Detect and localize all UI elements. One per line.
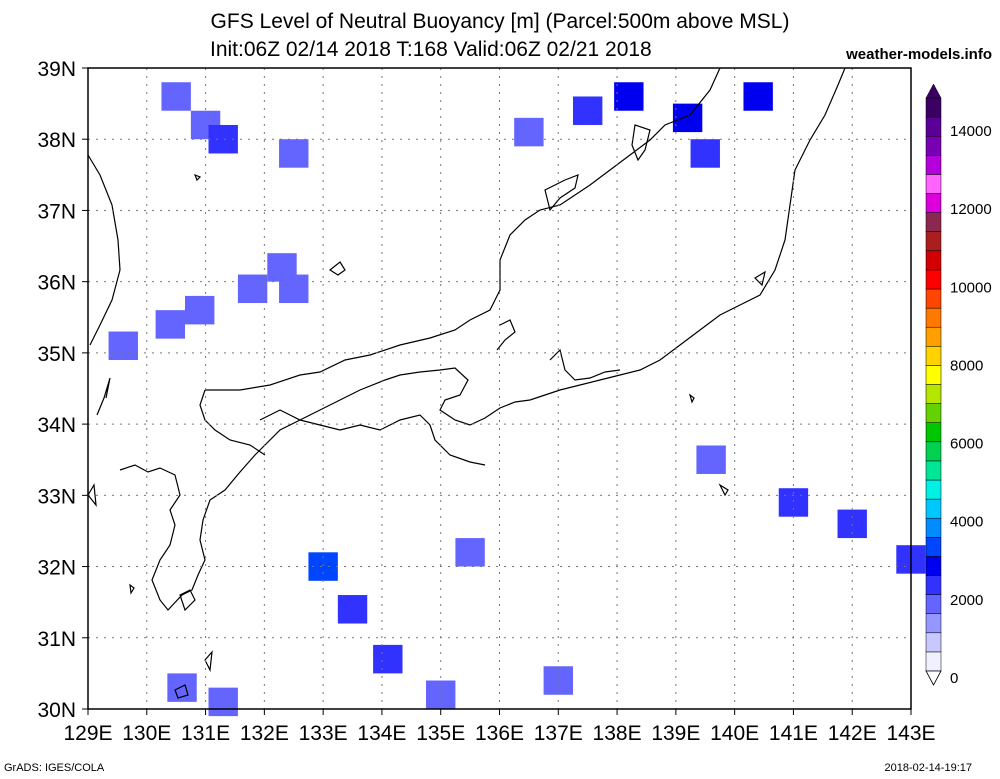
field-cell-6 — [237, 274, 268, 304]
field-cell-14 — [690, 139, 720, 168]
field-cell-5 — [279, 274, 309, 304]
colorbar-max-arrow — [925, 83, 942, 99]
colorbar-swatch — [925, 212, 942, 232]
colorbar-min-arrow — [925, 670, 942, 686]
field-cell-27 — [208, 687, 238, 717]
lat-tick-label: 36N — [37, 272, 76, 295]
lon-tick-label: 132E — [240, 722, 289, 745]
field-cell-12 — [614, 82, 644, 111]
colorbar-swatch — [925, 288, 942, 309]
lon-tick-label: 140E — [710, 722, 759, 745]
colorbar-swatch — [925, 537, 942, 557]
footer-credit: GrADS: IGES/COLA — [4, 762, 105, 774]
field-cell-3 — [279, 139, 309, 168]
colorbar-swatch — [925, 193, 942, 213]
colorbar-label: 8000 — [950, 357, 983, 374]
field-cell-15 — [743, 82, 773, 111]
colorbar-swatch — [925, 441, 942, 462]
lat-tick-label: 31N — [37, 628, 76, 651]
lon-tick-label: 129E — [63, 722, 112, 745]
field-cell-11 — [572, 96, 603, 125]
lat-lon-grid — [88, 68, 911, 709]
lon-tick-label: 143E — [886, 722, 935, 745]
colorbar-swatch — [925, 575, 942, 595]
colorbar-swatch — [925, 269, 942, 290]
colorbar-label: 0 — [950, 670, 958, 687]
colorbar-swatch — [925, 365, 942, 385]
colorbar-swatch — [925, 135, 942, 156]
field-cell-9 — [108, 331, 138, 361]
map-title: GFS Level of Neutral Buoyancy [m] (Parce… — [210, 10, 790, 33]
latitude-labels: 39N 38N 37N 36N 35N 34N 33N 32N 31N 30N — [37, 58, 88, 722]
colorbar-swatch — [925, 632, 942, 653]
longitude-labels: 129E 130E 131E 132E 133E 134E 135E 136E 137E 138E… — [63, 709, 936, 745]
lat-tick-label: 33N — [37, 485, 76, 508]
lon-tick-label: 141E — [769, 722, 818, 745]
lon-tick-label: 134E — [357, 722, 406, 745]
lat-tick-label: 38N — [37, 129, 76, 152]
field-cell-21 — [543, 666, 573, 695]
colorbar-label: 14000 — [950, 123, 992, 140]
field-cell-10 — [514, 117, 544, 147]
field-cell-7 — [184, 295, 215, 325]
field-cell-0 — [161, 82, 191, 111]
colorbar-swatch — [925, 174, 942, 194]
colorbar — [925, 83, 942, 686]
colorbar-swatch — [925, 460, 942, 481]
lon-tick-label: 139E — [651, 722, 700, 745]
lat-tick-label: 35N — [37, 343, 76, 366]
colorbar-swatch — [925, 307, 942, 328]
lon-tick-label: 135E — [416, 722, 465, 745]
lat-tick-label: 32N — [37, 557, 76, 580]
colorbar-swatch — [925, 231, 942, 252]
lat-tick-label: 34N — [37, 414, 76, 437]
colorbar-swatch — [925, 155, 942, 175]
lat-tick-label: 30N — [37, 699, 76, 722]
colorbar-label: 4000 — [950, 514, 983, 531]
field-cell-13 — [672, 103, 703, 133]
buoyancy-field — [108, 82, 926, 717]
lon-tick-label: 138E — [593, 722, 642, 745]
lon-tick-label: 133E — [299, 722, 348, 745]
map-subtitle: Init:06Z 02/14 2018 T:168 Valid:06Z 02/2… — [210, 38, 652, 61]
colorbar-swatch — [925, 384, 942, 404]
colorbar-swatch — [925, 403, 942, 423]
brand-label[interactable]: weather-models.info — [846, 46, 992, 63]
colorbar-swatch — [925, 498, 942, 519]
colorbar-label: 12000 — [950, 201, 992, 218]
colorbar-swatch — [925, 250, 942, 271]
colorbar-swatch — [925, 517, 942, 538]
field-cell-20 — [455, 538, 485, 567]
colorbar-swatch — [925, 422, 942, 443]
colorbar-label: 2000 — [950, 592, 983, 609]
colorbar-swatch — [925, 556, 942, 576]
lon-tick-label: 130E — [122, 722, 171, 745]
field-cell-22 — [696, 445, 726, 474]
field-cell-8 — [155, 310, 185, 339]
lon-tick-label: 142E — [828, 722, 877, 745]
colorbar-swatch — [925, 594, 942, 614]
lon-tick-label: 137E — [534, 722, 583, 745]
colorbar-swatch — [925, 651, 942, 672]
colorbar-swatch — [925, 116, 942, 137]
lat-tick-label: 37N — [37, 200, 76, 223]
colorbar-swatch — [925, 97, 942, 118]
field-cell-18 — [373, 644, 403, 674]
colorbar-label: 10000 — [950, 279, 992, 296]
field-cell-17 — [337, 595, 368, 624]
coastlines — [87, 67, 846, 699]
field-cell-26 — [167, 673, 197, 702]
lat-tick-label: 39N — [37, 58, 76, 81]
colorbar-swatch — [925, 326, 942, 347]
colorbar-swatch — [925, 479, 942, 500]
lon-tick-label: 131E — [181, 722, 230, 745]
colorbar-swatch — [925, 346, 942, 366]
footer-timestamp: 2018-02-14-19:17 — [884, 762, 972, 774]
colorbar-label: 6000 — [950, 436, 983, 453]
colorbar-labels: 14000 12000 10000 8000 6000 4000 2000 0 — [950, 123, 992, 687]
colorbar-swatch — [925, 613, 942, 634]
lon-tick-label: 136E — [475, 722, 524, 745]
